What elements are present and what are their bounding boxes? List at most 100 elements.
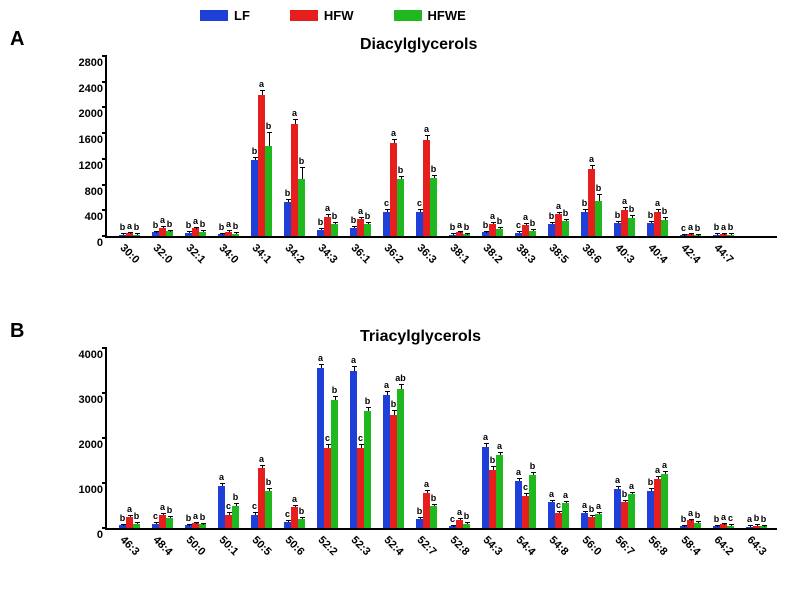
bar — [595, 201, 602, 236]
significance-label: b — [464, 511, 470, 521]
error-cap — [187, 524, 192, 525]
xtick-label: 34:1 — [249, 242, 273, 266]
significance-label: b — [219, 222, 225, 232]
bar — [482, 447, 489, 528]
error-bar — [387, 210, 388, 212]
ytick-mark — [102, 81, 107, 83]
bar — [456, 520, 463, 528]
bar — [331, 224, 338, 236]
bar — [727, 526, 734, 528]
error-cap — [359, 444, 364, 445]
error-cap — [234, 503, 239, 504]
bar — [496, 229, 503, 236]
bar — [720, 524, 727, 528]
bar — [185, 233, 192, 236]
ytick: 0 — [97, 529, 107, 541]
error-bar — [500, 453, 501, 455]
error-cap — [135, 522, 140, 523]
bar — [185, 525, 192, 528]
xtick-label: 38:2 — [480, 242, 504, 266]
error-cap — [352, 226, 357, 227]
error-cap — [498, 227, 503, 228]
error-cap — [220, 483, 225, 484]
bar — [119, 235, 126, 236]
error-bar — [420, 210, 421, 212]
error-bar — [592, 166, 593, 169]
significance-label: a — [655, 198, 660, 208]
xtick-label: 34:2 — [282, 242, 306, 266]
error-cap — [425, 135, 430, 136]
significance-label: a — [596, 501, 601, 511]
error-cap — [682, 525, 687, 526]
xtick-label: 32:0 — [150, 242, 174, 266]
significance-label: a — [127, 504, 132, 514]
significance-label: c — [252, 501, 257, 511]
bar — [515, 481, 522, 528]
error-cap — [762, 525, 767, 526]
error-bar — [163, 227, 164, 228]
bar — [654, 212, 661, 236]
error-cap — [319, 228, 324, 229]
error-cap — [293, 505, 298, 506]
error-cap — [451, 525, 456, 526]
error-bar — [262, 91, 263, 95]
ytick: 1200 — [79, 160, 107, 172]
xtick-label: 58:4 — [678, 534, 702, 558]
bar — [647, 223, 654, 236]
ytick: 2400 — [79, 83, 107, 95]
bar — [482, 232, 489, 236]
error-cap — [385, 209, 390, 210]
error-cap — [128, 232, 133, 233]
bar — [133, 235, 140, 236]
significance-label: b — [365, 211, 371, 221]
error-cap — [583, 511, 588, 512]
error-bar — [262, 466, 263, 468]
xtick-label: 40:4 — [645, 242, 669, 266]
error-cap — [418, 517, 423, 518]
significance-label: b — [589, 504, 595, 514]
bar — [166, 518, 173, 528]
bar — [746, 527, 753, 528]
error-bar — [354, 227, 355, 228]
error-bar — [599, 195, 600, 201]
error-cap — [154, 522, 159, 523]
error-bar — [321, 365, 322, 369]
error-cap — [755, 524, 760, 525]
error-cap — [451, 233, 456, 234]
ytick-mark — [102, 209, 107, 211]
bar — [588, 169, 595, 237]
error-bar — [328, 215, 329, 216]
error-cap — [168, 516, 173, 517]
significance-label: a — [497, 441, 502, 451]
bar — [397, 389, 404, 529]
error-cap — [465, 522, 470, 523]
ytick-mark — [102, 106, 107, 108]
significance-label: b — [285, 188, 291, 198]
error-bar — [302, 518, 303, 519]
error-bar — [434, 176, 435, 179]
significance-label: b — [728, 222, 734, 232]
error-cap — [333, 396, 338, 397]
error-cap — [234, 232, 239, 233]
bar — [456, 232, 463, 236]
error-bar — [328, 445, 329, 448]
significance-label: b — [549, 211, 555, 221]
xtick-label: 34:0 — [216, 242, 240, 266]
significance-label: a — [688, 222, 693, 232]
bar — [430, 506, 437, 528]
xtick-label: 46:3 — [117, 534, 141, 558]
panel-a-title: Diacylglycerols — [360, 36, 477, 54]
error-cap — [649, 221, 654, 222]
bar — [463, 234, 470, 236]
significance-label: a — [483, 432, 488, 442]
error-bar — [599, 513, 600, 514]
significance-label: b — [622, 489, 628, 499]
error-cap — [425, 490, 430, 491]
error-bar — [493, 223, 494, 224]
significance-label: b — [233, 492, 239, 502]
significance-label: b — [332, 385, 338, 395]
significance-label: a — [655, 465, 660, 475]
error-bar — [288, 200, 289, 202]
error-bar — [519, 479, 520, 481]
significance-label: a — [193, 216, 198, 226]
